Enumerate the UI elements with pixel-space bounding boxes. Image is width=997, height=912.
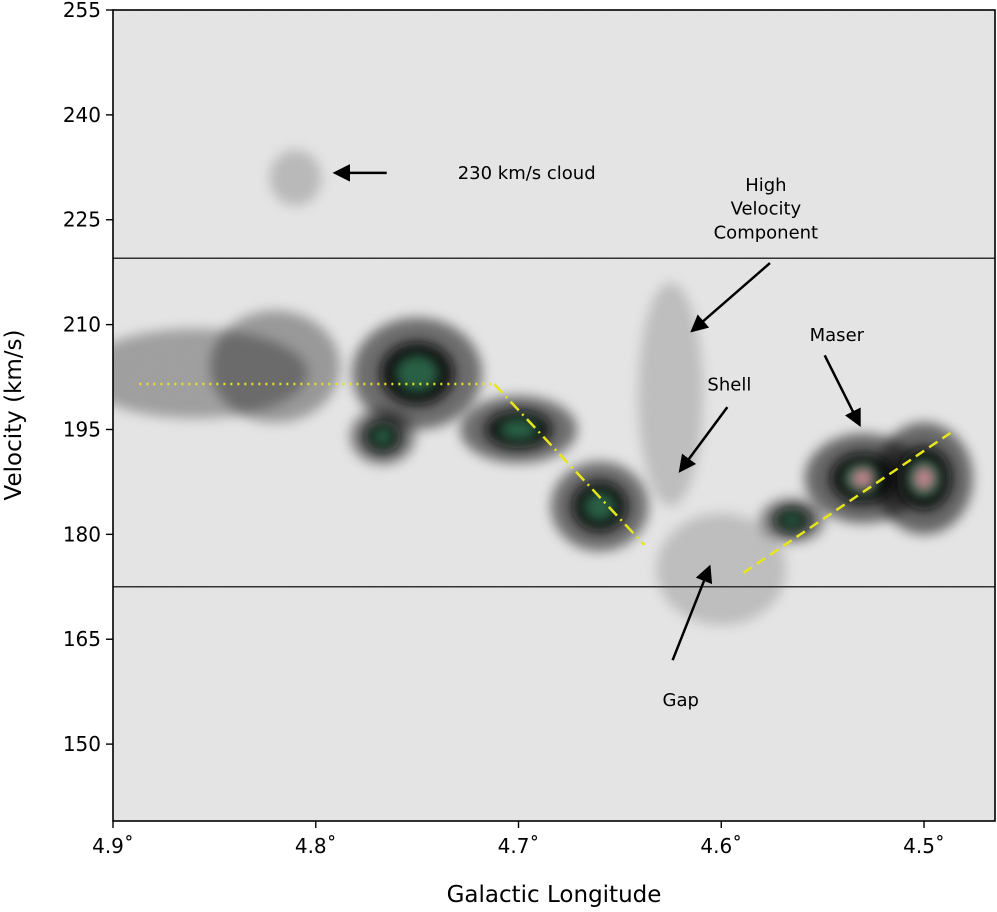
emission-halo-7 <box>656 513 787 626</box>
y-tick-label-4: 210 <box>63 313 101 337</box>
x-tick-label-2: 4.7˚ <box>498 834 540 858</box>
y-tick-label-6: 240 <box>63 103 101 127</box>
emission-peak-8 <box>781 512 804 529</box>
plot-frame <box>112 9 996 822</box>
annotation-arrow-4 <box>823 354 861 428</box>
emission-layer <box>113 149 973 626</box>
annotation-label-0: 230 km/s cloud <box>458 163 596 184</box>
velocity-limit-lines <box>113 257 995 588</box>
x-tick-label-4: 4.5˚ <box>903 834 945 858</box>
x-tick-label-1: 4.8˚ <box>295 834 337 858</box>
x-tick-label-3: 4.6˚ <box>700 834 742 858</box>
annotation-label-4: Maser <box>810 325 865 346</box>
x-axis-label: Galactic Longitude <box>447 882 662 908</box>
x-axis-ticks: 4.9˚ 4.8˚ 4.7˚ 4.6˚ 4.5˚ <box>92 821 945 858</box>
annotation-label-2: Velocity <box>731 199 802 220</box>
annotation-arrow-6 <box>671 564 713 661</box>
x-tick-label-0: 4.9˚ <box>92 834 134 858</box>
annotation-label-3: Component <box>714 222 819 243</box>
emission-peak-3 <box>371 426 394 447</box>
emission-halo-11 <box>269 149 322 206</box>
y-axis-label: Velocity (km/s) <box>1 330 27 501</box>
emission-halo-1 <box>210 310 341 423</box>
emission-halo-6 <box>638 282 704 507</box>
y-tick-label-7: 255 <box>63 0 101 22</box>
y-axis-ticks: 150 165 180 195 210 225 240 255 <box>63 0 113 756</box>
annotation-label-5: Shell <box>707 375 751 396</box>
emission-max-10 <box>913 466 935 491</box>
fit-line-dashed <box>742 431 952 574</box>
y-tick-label-0: 150 <box>63 732 101 756</box>
annotation-arrow-3 <box>690 262 771 333</box>
emission-peak-2 <box>394 354 440 393</box>
emission-peak-4 <box>498 417 539 442</box>
annotation-arrow-5 <box>678 406 729 473</box>
y-tick-label-5: 225 <box>63 208 101 232</box>
y-tick-label-2: 180 <box>63 522 101 546</box>
annotation-label-1: High <box>745 175 786 196</box>
emission-peak-5 <box>582 491 617 522</box>
y-tick-label-1: 165 <box>63 627 101 651</box>
emission-max-9 <box>850 468 876 489</box>
annotation-label-6: Gap <box>663 690 699 711</box>
y-tick-label-3: 195 <box>63 417 101 441</box>
fit-lines <box>139 382 952 574</box>
